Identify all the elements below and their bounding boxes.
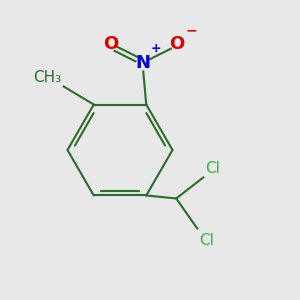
Text: Cl: Cl [199,233,214,248]
Text: O: O [169,34,184,52]
Text: O: O [103,34,118,52]
Text: −: − [185,23,197,37]
Text: +: + [151,42,161,55]
Text: N: N [136,53,151,71]
Text: Cl: Cl [205,161,220,176]
Text: CH₃: CH₃ [33,70,61,85]
